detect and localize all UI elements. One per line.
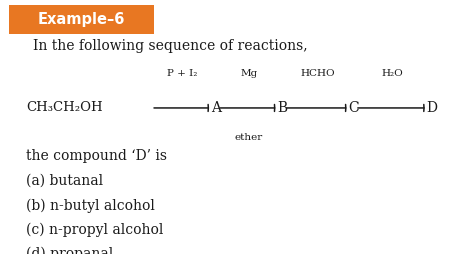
Text: (c) n-propyl alcohol: (c) n-propyl alcohol: [26, 222, 164, 237]
Text: CH₃CH₂OH: CH₃CH₂OH: [26, 101, 103, 115]
Text: D: D: [426, 101, 437, 115]
FancyBboxPatch shape: [9, 5, 154, 34]
Text: Mg: Mg: [240, 69, 257, 78]
Text: B: B: [277, 101, 287, 115]
Text: Example–6: Example–6: [38, 12, 126, 27]
Text: H₂O: H₂O: [382, 69, 403, 78]
Text: In the following sequence of reactions,: In the following sequence of reactions,: [33, 39, 308, 53]
Text: (d) propanal: (d) propanal: [26, 246, 113, 254]
Text: HCHO: HCHO: [300, 69, 335, 78]
Text: A: A: [210, 101, 221, 115]
Text: C: C: [348, 101, 358, 115]
Text: (a) butanal: (a) butanal: [26, 174, 103, 188]
Text: the compound ‘D’ is: the compound ‘D’ is: [26, 149, 167, 163]
Text: (b) n-butyl alcohol: (b) n-butyl alcohol: [26, 198, 155, 213]
Text: ether: ether: [235, 133, 263, 142]
Text: P + I₂: P + I₂: [167, 69, 198, 78]
